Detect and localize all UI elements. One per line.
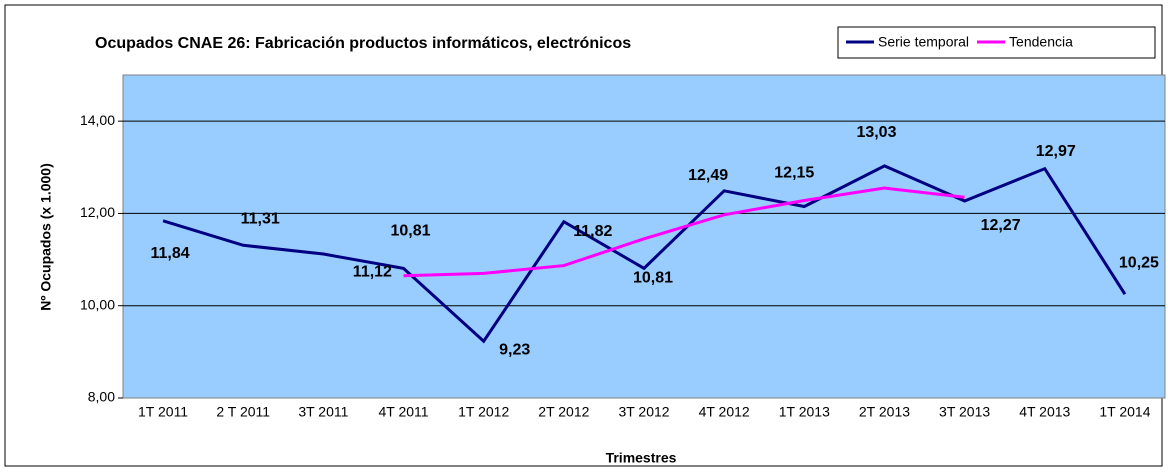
data-label: 10,81 bbox=[391, 223, 431, 240]
x-tick-label: 3T 2013 bbox=[939, 404, 990, 420]
y-tick-label: 14,00 bbox=[80, 112, 115, 128]
x-tick-label: 4T 2013 bbox=[1019, 404, 1070, 420]
data-label: 13,03 bbox=[856, 124, 896, 141]
chart-title: Ocupados CNAE 26: Fabricación productos … bbox=[95, 35, 631, 52]
data-label: 10,81 bbox=[633, 270, 673, 287]
y-tick-label: 10,00 bbox=[80, 296, 115, 312]
data-label: 12,49 bbox=[688, 167, 728, 184]
data-label: 11,31 bbox=[241, 210, 280, 227]
data-label: 12,27 bbox=[981, 217, 1021, 234]
y-axis-title: Nº Ocupados (x 1.000) bbox=[38, 163, 54, 311]
series-line bbox=[403, 186, 965, 278]
y-tick-label: 8,00 bbox=[88, 389, 115, 405]
x-tick-label: 3T 2012 bbox=[618, 404, 669, 420]
x-tick-label: 2 T 2011 bbox=[216, 404, 270, 420]
data-label: 9,23 bbox=[499, 341, 530, 358]
x-tick-label: 2T 2013 bbox=[859, 404, 910, 420]
y-tick-label: 12,00 bbox=[80, 204, 115, 220]
series-line bbox=[162, 164, 1127, 344]
data-label: 11,12 bbox=[353, 263, 392, 280]
x-tick-label: 1T 2014 bbox=[1099, 404, 1150, 420]
legend-label: Tendencia bbox=[1009, 34, 1073, 50]
data-label: 11,84 bbox=[150, 245, 189, 262]
x-tick-label: 3T 2011 bbox=[298, 404, 348, 420]
x-tick-label: 4T 2011 bbox=[378, 404, 428, 420]
x-tick-label: 1T 2011 bbox=[138, 404, 188, 420]
x-axis-title: Trimestres bbox=[606, 450, 677, 466]
x-tick-label: 1T 2012 bbox=[458, 404, 509, 420]
data-label: 10,25 bbox=[1119, 254, 1159, 271]
data-label: 11,82 bbox=[573, 223, 612, 240]
legend-label: Serie temporal bbox=[878, 34, 969, 50]
data-label: 12,15 bbox=[774, 165, 814, 182]
x-tick-label: 2T 2012 bbox=[538, 404, 589, 420]
x-tick-label: 4T 2012 bbox=[699, 404, 750, 420]
x-tick-label: 1T 2013 bbox=[779, 404, 830, 420]
data-label: 12,97 bbox=[1036, 143, 1076, 160]
plot-area bbox=[122, 74, 1166, 399]
